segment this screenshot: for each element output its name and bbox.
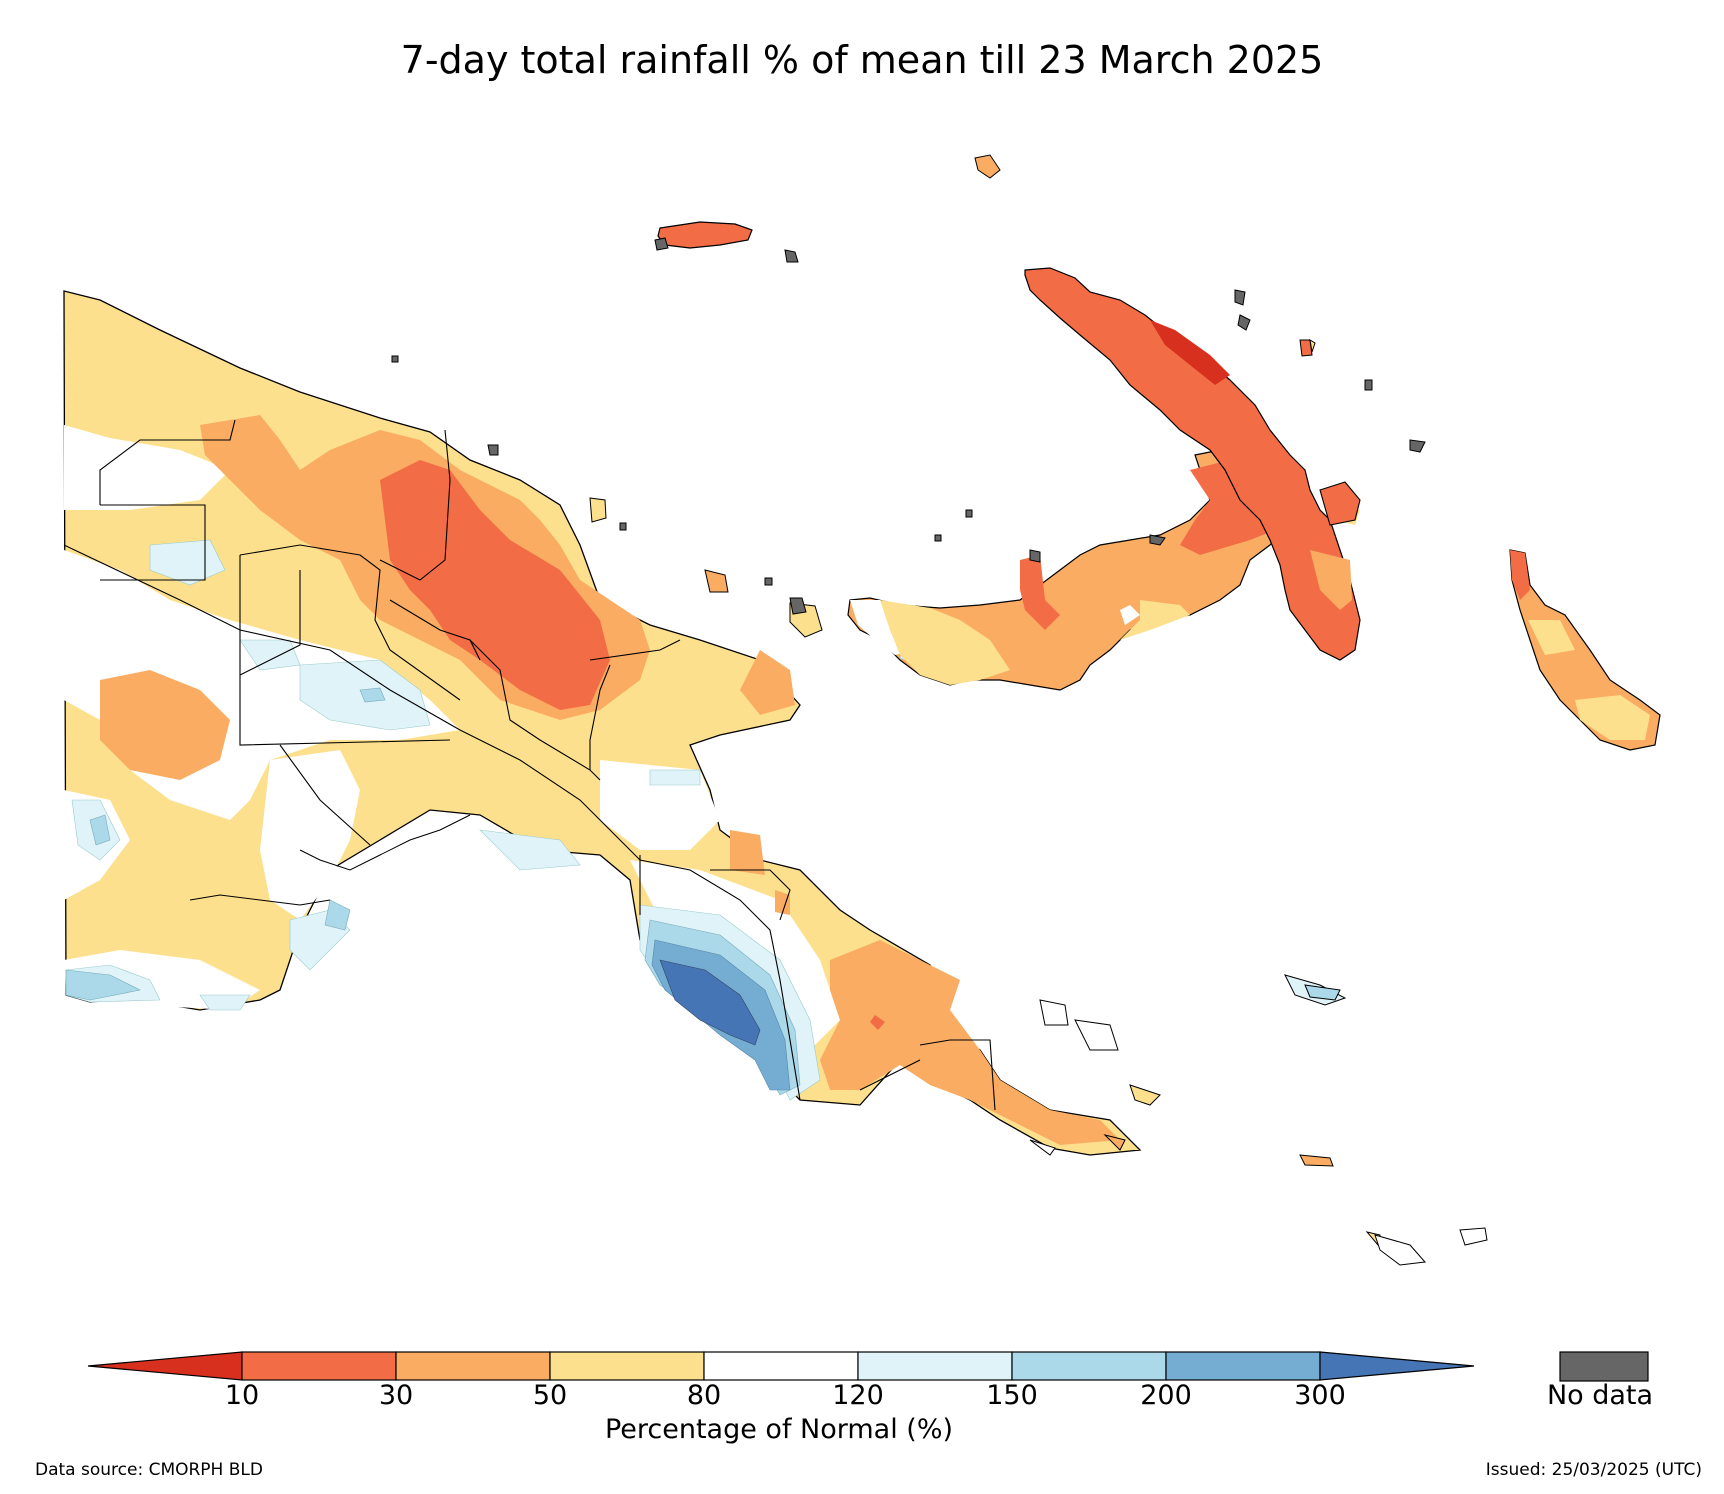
tick-label-120: 120 (832, 1380, 884, 1411)
zone-dry-east (740, 650, 795, 715)
zone-very-dry-spot (870, 1015, 885, 1030)
zone-above-7 (649, 769, 701, 786)
zone-normal-north (64, 425, 230, 510)
mainland-png (63, 290, 1142, 1156)
new-ireland-south (1319, 481, 1361, 526)
zone-wet-5 (324, 899, 351, 931)
colorbar-extend-low (87, 1351, 243, 1381)
bougainville-yellow-2 (1528, 620, 1575, 655)
river-delta (189, 814, 471, 906)
tick-label-200: 200 (1140, 1380, 1192, 1411)
manus-nodata-2 (784, 249, 799, 263)
manus-nodata (654, 237, 669, 251)
new-ireland (1024, 267, 1361, 661)
bougainville (1509, 549, 1661, 751)
tick-label-50: 50 (532, 1380, 568, 1411)
manus-island (657, 221, 753, 249)
zone-above-1 (149, 539, 226, 586)
zone-extreme-wet (659, 959, 761, 1046)
tick-label-80: 80 (686, 1380, 722, 1411)
nodata-label: No data (1546, 1380, 1654, 1411)
zone-wet-2 (89, 814, 111, 846)
new-britain-central-red (1020, 555, 1060, 630)
issued-date: Issued: 25/03/2025 (UTC) (1485, 1460, 1702, 1480)
new-britain-east-yellow (1120, 600, 1190, 640)
tick-label-30: 30 (378, 1380, 414, 1411)
bougainville-red (1510, 550, 1530, 600)
colorbar-extend-high (1319, 1351, 1475, 1381)
manus (654, 221, 799, 263)
new-britain-white-tip (1120, 605, 1140, 625)
colorbar (87, 1351, 1649, 1382)
colorbar-bin-30-50 (395, 1351, 551, 1381)
zone-normal-fly (260, 750, 360, 920)
zone-wet-1 (359, 687, 386, 703)
tick-label-10: 10 (224, 1380, 260, 1411)
colorbar-bin-120-150 (857, 1351, 1013, 1381)
new-britain-mid-yellow (880, 600, 1010, 685)
bougainville-yellow (1575, 695, 1650, 740)
zone-dry-gulf (730, 830, 765, 875)
zone-wet-4 (65, 969, 141, 1001)
colorbar-bin-50-80 (549, 1351, 705, 1381)
colorbar-bin-10-30 (241, 1351, 397, 1381)
colorbar-bin-150-200 (1011, 1351, 1167, 1381)
zone-above-3 (239, 639, 301, 671)
zone-dry-gulf2 (775, 890, 790, 915)
zone-very-dry-highlands (380, 460, 610, 710)
colorbar-label: Percentage of Normal (%) (604, 1414, 954, 1445)
provincial-boundaries (63, 419, 996, 1111)
colorbar-bin-80-120 (703, 1351, 859, 1381)
data-source: Data source: CMORPH BLD (35, 1460, 263, 1480)
new-britain (847, 449, 1286, 691)
nodata-swatch (1559, 1351, 1649, 1382)
zone-above-6 (479, 829, 581, 871)
zone-above-10 (199, 994, 251, 1011)
tick-label-150: 150 (986, 1380, 1038, 1411)
zone-dry-west (100, 670, 230, 780)
colorbar-bin-200-300 (1165, 1351, 1321, 1381)
tick-label-300: 300 (1294, 1380, 1346, 1411)
new-ireland-red-core (1150, 320, 1230, 385)
map-title: 7-day total rainfall % of mean till 23 M… (400, 38, 1324, 82)
new-ireland-dry-south (1310, 550, 1352, 610)
small-islands (391, 154, 1488, 1266)
zone-dry-southeast (820, 940, 1120, 1145)
